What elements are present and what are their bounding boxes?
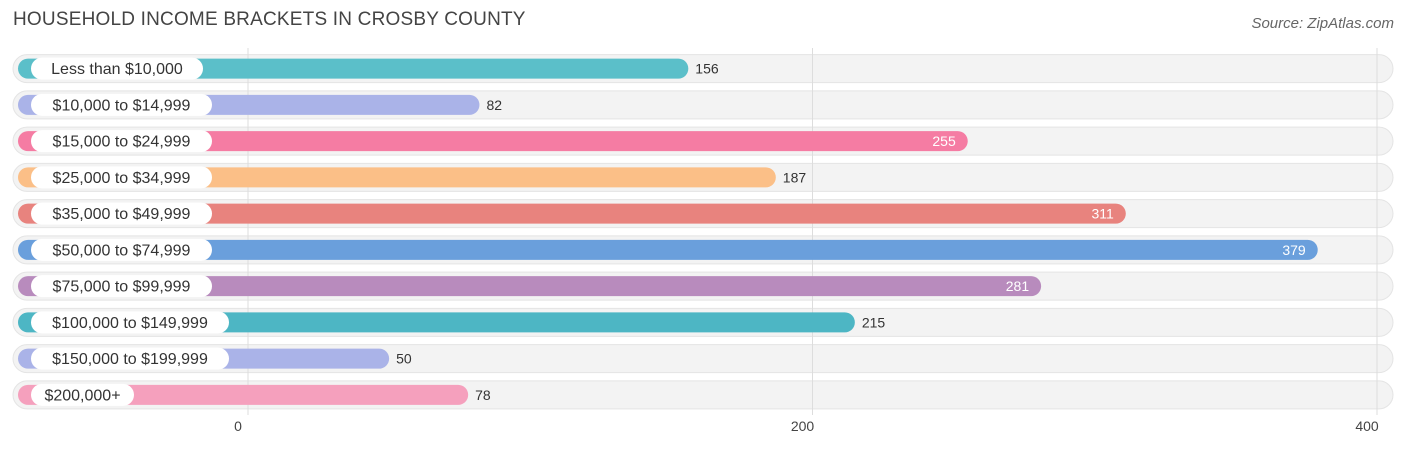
category-label: $100,000 to $149,999 (52, 315, 208, 332)
category-label-pill (31, 166, 212, 189)
category-label-pill (31, 311, 229, 334)
category-label-pill (31, 202, 212, 225)
category-label-pill (31, 275, 212, 298)
category-label: $10,000 to $14,999 (53, 97, 191, 114)
x-tick-label: 200 (791, 418, 815, 434)
value-label: 50 (396, 351, 412, 367)
category-label: $25,000 to $34,999 (53, 170, 191, 187)
value-label: 156 (695, 61, 719, 77)
category-label: Less than $10,000 (51, 61, 183, 78)
category-label-pill (31, 383, 134, 406)
source-label: Source: ZipAtlas.com (1251, 15, 1394, 32)
category-label-pill (31, 347, 229, 370)
category-label-pill (31, 57, 203, 80)
category-label-pill (31, 130, 212, 153)
value-label: 311 (1091, 206, 1114, 222)
x-tick-label: 0 (234, 418, 242, 434)
value-label: 187 (783, 169, 807, 185)
category-label: $150,000 to $199,999 (52, 351, 208, 368)
category-label-pill (31, 93, 212, 116)
category-label: $200,000+ (44, 387, 120, 404)
bar (18, 276, 1042, 297)
value-label: 255 (932, 133, 956, 149)
value-label: 281 (1006, 278, 1030, 294)
x-tick-label: 400 (1355, 418, 1379, 434)
category-label-pill (31, 238, 212, 261)
bar (18, 203, 1126, 224)
category-label: $35,000 to $49,999 (53, 206, 191, 223)
value-label: 379 (1282, 242, 1306, 258)
bar (18, 131, 968, 152)
chart-title: HOUSEHOLD INCOME BRACKETS IN CROSBY COUN… (13, 9, 526, 30)
bar (18, 239, 1318, 260)
value-label: 82 (486, 97, 502, 113)
category-label: $50,000 to $74,999 (53, 242, 191, 259)
category-label: $15,000 to $24,999 (53, 134, 191, 151)
value-label: 78 (475, 387, 491, 403)
value-label: 215 (862, 314, 886, 330)
category-label: $75,000 to $99,999 (53, 279, 191, 296)
